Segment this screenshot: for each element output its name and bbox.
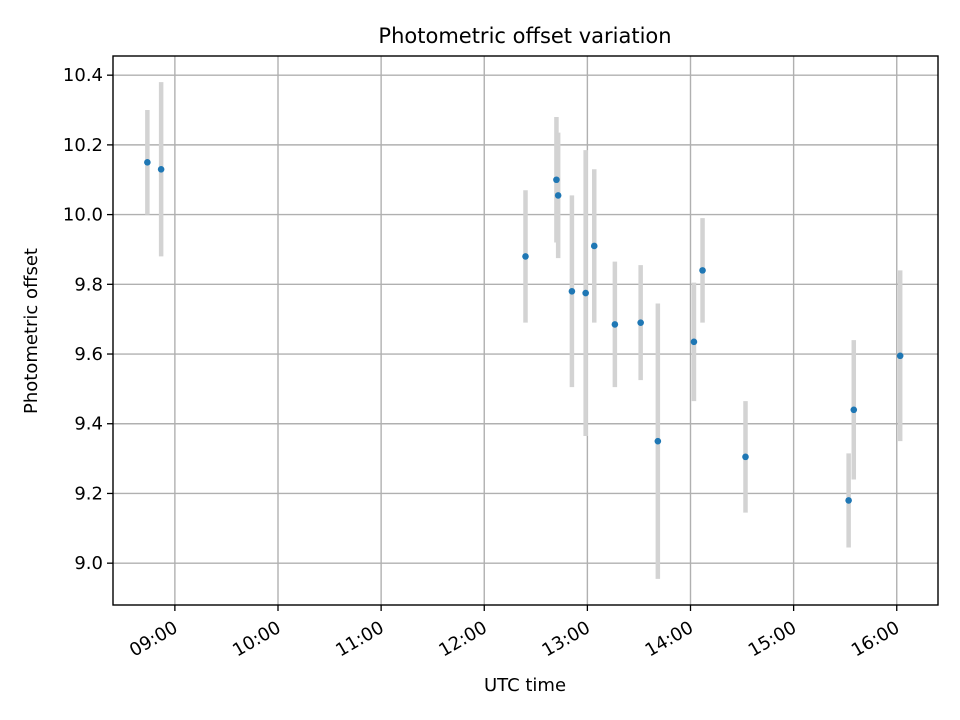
x-tick-label: 12:00 (435, 617, 490, 661)
x-tick-label: 16:00 (848, 617, 903, 661)
y-tick-label: 9.8 (74, 274, 103, 295)
data-point (611, 321, 619, 328)
data-point (553, 176, 560, 184)
data-point (590, 242, 598, 250)
y-tick-label: 9.6 (74, 344, 103, 365)
y-tick-label: 9.0 (74, 553, 103, 574)
data-point (699, 267, 706, 274)
y-tick-label: 10.2 (63, 135, 103, 156)
plot-frame (112, 55, 939, 606)
data-point (690, 338, 698, 346)
data-point (850, 406, 858, 414)
data-point (568, 287, 576, 295)
grid-lines (113, 56, 938, 605)
data-point (654, 437, 662, 445)
y-tick-label: 10.0 (63, 205, 103, 226)
data-point (637, 319, 644, 326)
x-tick-label: 10:00 (229, 617, 284, 661)
x-tick-label: 11:00 (332, 617, 387, 661)
data-point (742, 453, 749, 461)
x-tick-label: 14:00 (642, 617, 697, 661)
y-axis-title: Photometric offset (21, 248, 42, 414)
x-tick-label: 13:00 (538, 617, 593, 661)
data-point (582, 289, 589, 297)
y-tick-label: 9.4 (74, 414, 103, 435)
data-points (144, 159, 904, 504)
error-bars (145, 82, 903, 579)
y-tick-label: 9.2 (74, 483, 103, 504)
y-tick-label: 10.4 (63, 65, 103, 86)
data-point (845, 497, 852, 504)
y-axis-ticks: 9.0 9.2 9.4 9.6 9.8 10.0 10.2 10.4 (63, 65, 113, 574)
x-tick-label: 15:00 (745, 617, 800, 661)
data-point (144, 159, 151, 166)
x-axis-ticks: 09:00 10:00 11:00 12:00 13:00 14:00 15:00 16:00 (126, 605, 903, 661)
chart-title: Photometric offset variation (378, 24, 671, 48)
x-tick-label: 09:00 (126, 617, 181, 661)
data-point (157, 165, 165, 173)
x-axis-title: UTC time (484, 675, 566, 696)
data-point (522, 253, 529, 260)
data-point (554, 192, 562, 199)
data-point (896, 352, 904, 360)
